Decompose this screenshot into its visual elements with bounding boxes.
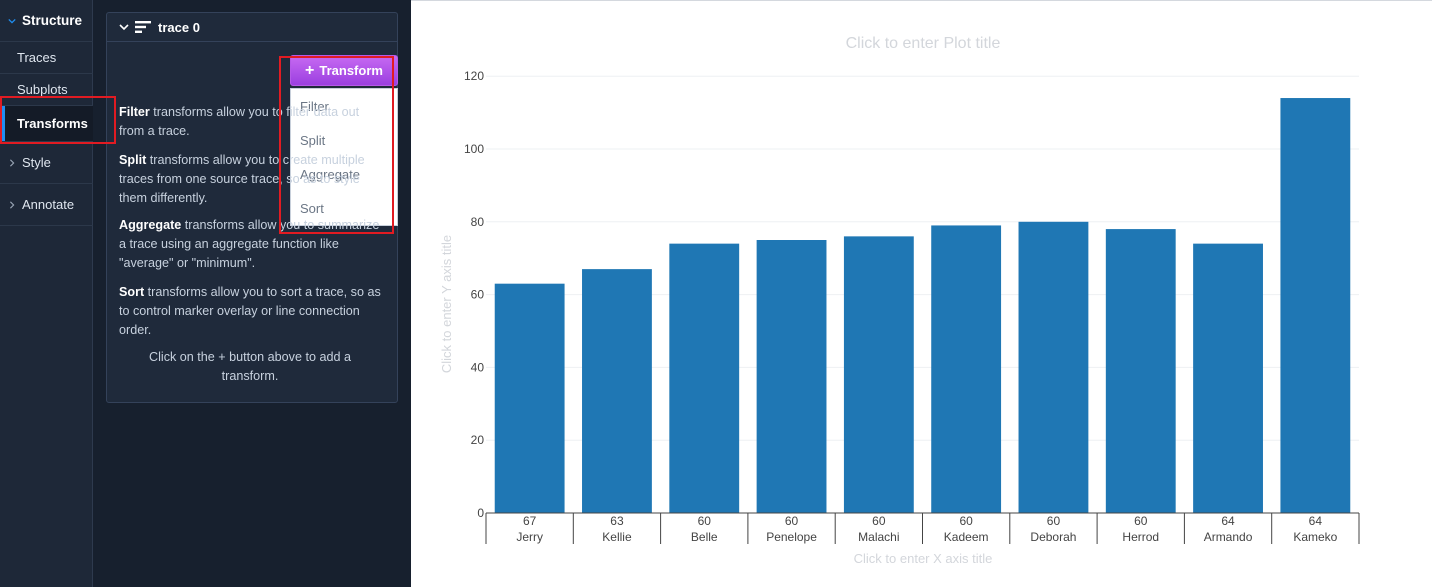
plus-icon: + [305, 61, 315, 79]
y-tick-label: 20 [471, 433, 485, 447]
trace-title: trace 0 [158, 19, 200, 35]
nav-group-label: Structure [22, 13, 83, 28]
bar-malachi[interactable] [843, 236, 914, 514]
nav-group-label: Style [22, 155, 51, 170]
y-tick-label: 120 [464, 69, 484, 83]
x-tick-label-bottom: Deborah [1030, 530, 1076, 544]
add-transform-hint: Click on the + button above to add a tra… [149, 350, 351, 383]
desc-keyword: Filter [119, 105, 150, 119]
x-tick-label-top: 64 [1221, 514, 1235, 528]
menu-option-filter[interactable]: Filter [300, 98, 329, 114]
bar-herrod[interactable] [1105, 229, 1176, 513]
bar-kellie[interactable] [582, 269, 652, 513]
plot-title-placeholder[interactable]: Click to enter Plot title [846, 35, 1001, 52]
add-transform-label: Transform [319, 63, 383, 78]
x-tick-label-top: 60 [1047, 514, 1061, 528]
menu-option-aggregate[interactable]: Aggregate [300, 166, 360, 182]
bar-belle[interactable] [669, 243, 740, 513]
x-tick-label-bottom: Armando [1204, 530, 1253, 544]
x-tick-label-top: 63 [610, 514, 624, 528]
x-tick-label-top: 60 [959, 514, 973, 528]
menu-option-split[interactable]: Split [300, 132, 326, 148]
x-tick-label-bottom: Kellie [602, 530, 632, 544]
x-tick-label-bottom: Herrod [1122, 530, 1159, 544]
x-tick-label-bottom: Malachi [858, 530, 899, 544]
desc-keyword: Sort [119, 285, 145, 299]
transform-dropdown-menu: Filter Split Aggregate Sort [290, 88, 398, 226]
bar-armando[interactable] [1193, 243, 1263, 513]
x-tick-label-bottom: Kameko [1293, 530, 1337, 544]
chevron-right-icon [10, 158, 15, 167]
x-tick-label-top: 60 [785, 514, 799, 528]
nav-item-transforms[interactable]: Transforms [0, 106, 93, 142]
split-description: Split transforms allow you to create mul… [119, 151, 381, 208]
y-tick-label: 100 [464, 142, 484, 156]
x-axis-title-placeholder[interactable]: Click to enter X axis title [854, 551, 993, 566]
sidebar-nav: Structure Traces Subplots Transforms Sty… [0, 0, 93, 587]
trace-fold-header[interactable]: trace 0 [107, 13, 397, 42]
add-transform-button[interactable]: + Transform [290, 55, 398, 86]
desc-text: transforms allow you to create multiple … [119, 153, 365, 205]
y-tick-label: 80 [471, 215, 485, 229]
x-tick-label-top: 60 [872, 514, 886, 528]
sort-description: Sort transforms allow you to sort a trac… [119, 283, 381, 340]
nav-group-structure[interactable]: Structure [0, 0, 93, 42]
bar-chart: Click to enter Plot title Click to enter… [439, 35, 1360, 566]
bar-penelope[interactable] [756, 240, 827, 513]
x-tick-label-top: 60 [698, 514, 712, 528]
trace-fold: trace 0 + Transform Filter Split Aggrega… [106, 12, 398, 403]
filter-description: Filter transforms allow you to filter da… [119, 103, 381, 141]
menu-option-sort[interactable]: Sort [300, 200, 324, 216]
bar-kadeem[interactable] [931, 225, 1002, 513]
x-tick-label-bottom: Belle [691, 530, 718, 544]
plot-area: Click to enter Plot title Click to enter… [411, 0, 1432, 587]
desc-keyword: Split [119, 153, 147, 167]
nav-item-subplots[interactable]: Subplots [0, 74, 93, 106]
y-axis-title-placeholder[interactable]: Click to enter Y axis title [439, 235, 454, 373]
aggregate-description: Aggregate transforms allow you to summar… [119, 216, 381, 273]
nav-item-label: Traces [17, 50, 57, 65]
nav-item-traces[interactable]: Traces [0, 42, 93, 74]
bar-jerry[interactable] [494, 283, 565, 513]
x-tick-label-top: 67 [523, 514, 537, 528]
bar-kameko[interactable] [1280, 98, 1351, 513]
bar-deborah[interactable] [1018, 221, 1089, 514]
nav-group-annotate[interactable]: Annotate [0, 184, 93, 226]
desc-text: transforms allow you to filter data out … [119, 105, 360, 138]
x-tick-label-bottom: Penelope [766, 530, 817, 544]
nav-item-label: Transforms [17, 116, 88, 131]
nav-group-style[interactable]: Style [0, 142, 93, 184]
desc-keyword: Aggregate [119, 218, 182, 232]
y-tick-label: 0 [477, 506, 484, 520]
desc-text: transforms allow you to summarize a trac… [119, 218, 380, 270]
transforms-panel: trace 0 + Transform Filter Split Aggrega… [93, 0, 411, 587]
desc-text: transforms allow you to sort a trace, so… [119, 285, 381, 337]
chevron-right-icon [10, 200, 15, 209]
chevron-down-icon [8, 18, 16, 24]
x-tick-label-bottom: Kadeem [944, 530, 989, 544]
nav-group-label: Annotate [22, 197, 75, 212]
chevron-down-icon [119, 24, 129, 31]
y-tick-label: 40 [471, 360, 485, 374]
x-tick-label-bottom: Jerry [516, 530, 543, 544]
x-tick-label-top: 60 [1134, 514, 1148, 528]
nav-item-label: Subplots [17, 82, 68, 97]
bar-trace-icon [135, 21, 151, 33]
y-tick-label: 60 [471, 288, 485, 302]
x-tick-label-top: 64 [1309, 514, 1323, 528]
